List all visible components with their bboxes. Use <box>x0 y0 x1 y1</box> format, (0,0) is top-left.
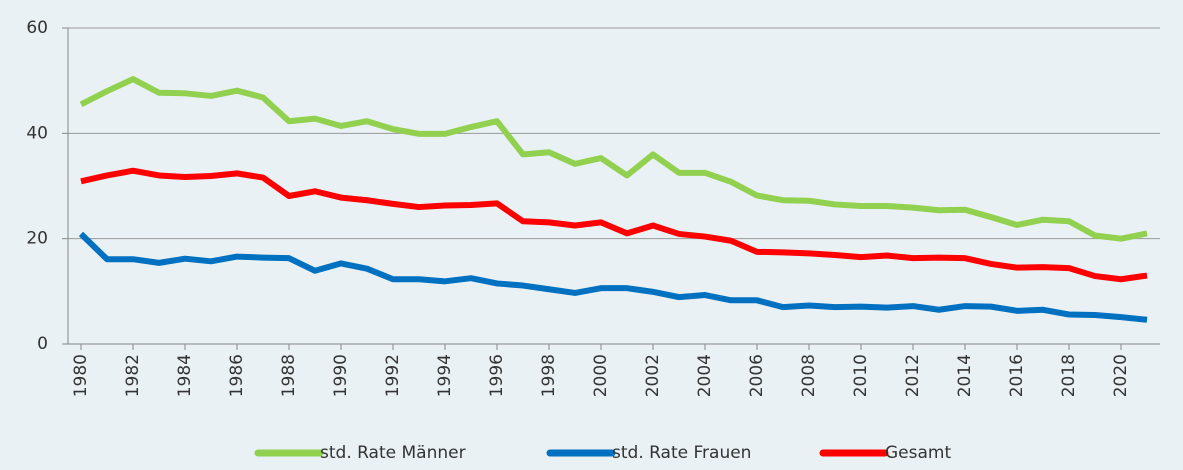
series-line <box>80 167 1148 283</box>
legend-label: std. Rate Frauen <box>612 443 751 463</box>
x-tick-label: 2006 <box>747 354 767 397</box>
x-tick-label: 2018 <box>1059 354 1079 397</box>
x-tick-label: 2008 <box>799 354 819 397</box>
x-tick-label: 2020 <box>1111 354 1131 397</box>
x-tick-label: 1996 <box>487 354 507 397</box>
legend-label: Gesamt <box>885 443 951 463</box>
x-tick-label: 1992 <box>383 354 403 397</box>
x-tick-label: 2010 <box>851 354 871 397</box>
x-tick-label: 1990 <box>331 354 351 397</box>
x-tick-label: 2016 <box>1007 354 1027 397</box>
series-line <box>78 231 1148 323</box>
x-tick-label: 1980 <box>71 354 91 397</box>
y-tick-label: 40 <box>26 123 48 143</box>
y-tick-label: 60 <box>26 18 48 38</box>
x-tick-label: 1984 <box>175 354 195 397</box>
x-tick-label: 1994 <box>435 354 455 397</box>
series-line <box>79 76 1148 242</box>
legend-label: std. Rate Männer <box>320 443 466 463</box>
x-tick-label: 2012 <box>903 354 923 397</box>
x-tick-label: 1982 <box>123 354 143 397</box>
x-tick-label: 2014 <box>955 354 975 397</box>
x-tick-label: 1986 <box>227 354 247 397</box>
x-tick-label: 1998 <box>539 354 559 397</box>
x-tick-label: 2000 <box>591 354 611 397</box>
y-tick-label: 0 <box>37 334 48 354</box>
y-tick-label: 20 <box>26 229 48 249</box>
x-tick-label: 2004 <box>695 354 715 397</box>
x-tick-label: 2002 <box>643 354 663 397</box>
x-tick-label: 1988 <box>279 354 299 397</box>
